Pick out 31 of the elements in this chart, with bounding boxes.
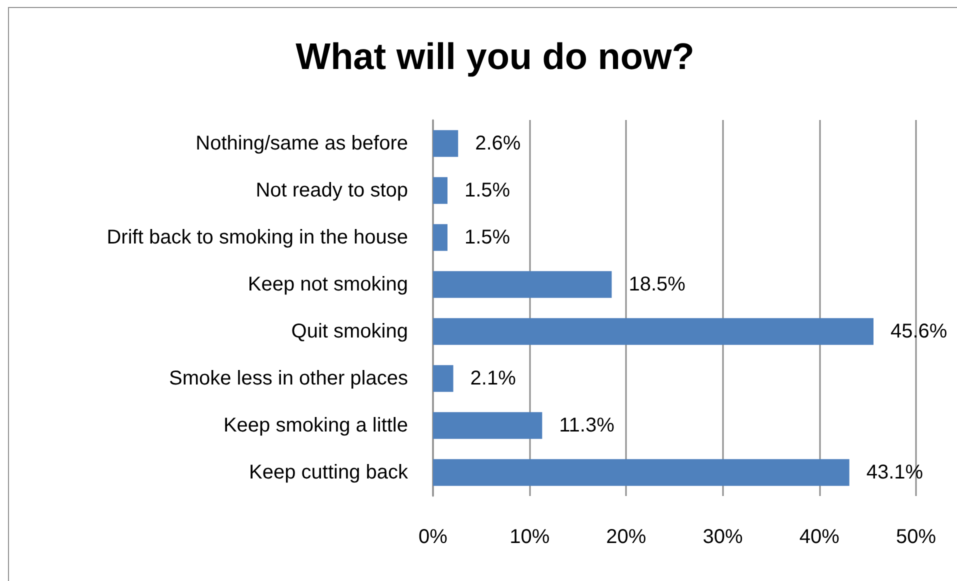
data-label: 2.1%	[470, 368, 516, 390]
x-tick-label: 10%	[510, 526, 550, 548]
bar	[433, 177, 448, 204]
y-tick-label: Nothing/same as before	[196, 132, 408, 154]
y-tick-label: Drift back to smoking in the house	[106, 226, 408, 248]
bar	[433, 365, 454, 392]
data-label: 45.6%	[890, 320, 948, 342]
bar	[433, 130, 458, 157]
x-tick-label: 40%	[799, 526, 840, 548]
data-label: 43.1%	[866, 462, 924, 484]
data-label: 1.5%	[464, 226, 510, 248]
x-tick-label: 50%	[896, 526, 936, 548]
data-label: 18.5%	[628, 274, 686, 296]
x-tick-label: 30%	[702, 526, 744, 548]
chart-title: What will you do now?	[296, 36, 694, 77]
data-label: 11.3%	[559, 414, 615, 436]
bar	[433, 224, 448, 251]
bar	[433, 412, 542, 439]
y-tick-label: Keep cutting back	[249, 462, 409, 484]
bar	[433, 459, 850, 486]
y-tick-label: Not ready to stop	[256, 180, 408, 202]
y-tick-label: Smoke less in other places	[168, 368, 408, 390]
data-label: 1.5%	[464, 180, 510, 202]
bar	[433, 271, 612, 298]
data-label: 2.6%	[475, 132, 521, 154]
y-tick-label: Keep not smoking	[248, 274, 408, 296]
bar	[433, 318, 874, 345]
x-tick-label: 0%	[418, 526, 448, 548]
y-tick-label: Keep smoking a little	[223, 414, 408, 436]
x-tick-label: 20%	[606, 526, 646, 548]
y-tick-label: Quit smoking	[291, 320, 408, 342]
